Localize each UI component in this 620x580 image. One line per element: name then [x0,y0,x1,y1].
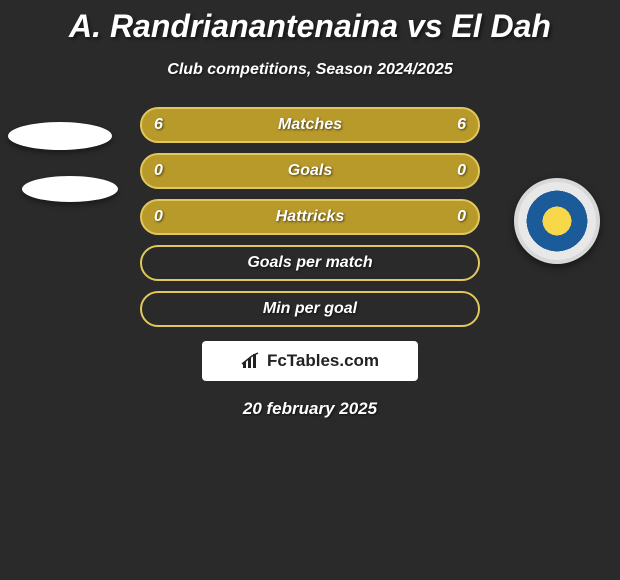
stat-label: Hattricks [276,208,344,226]
stat-label: Goals per match [247,254,372,272]
fctables-watermark: FcTables.com [202,341,418,381]
stat-row: 0 Goals 0 [140,153,480,189]
stat-row: Min per goal [140,291,480,327]
stat-row: Goals per match [140,245,480,281]
club-crest-icon [514,178,600,264]
stat-row: 0 Hattricks 0 [140,199,480,235]
stat-label: Matches [278,116,342,134]
stat-row: 6 Matches 6 [140,107,480,143]
stat-value-left: 0 [154,208,163,226]
stat-value-right: 6 [457,116,466,134]
player-left-avatar-placeholder-2 [22,176,118,202]
snapshot-date: 20 february 2025 [0,399,620,419]
stat-value-right: 0 [457,208,466,226]
fctables-label: FcTables.com [267,351,379,371]
page-title: A. Randrianantenaina vs El Dah [0,0,620,45]
stat-value-left: 0 [154,162,163,180]
stat-label: Goals [288,162,332,180]
stat-value-right: 0 [457,162,466,180]
stat-value-left: 6 [154,116,163,134]
page-subtitle: Club competitions, Season 2024/2025 [0,61,620,79]
stat-label: Min per goal [263,300,357,318]
bar-chart-icon [241,352,263,370]
player-left-avatar-placeholder-1 [8,122,112,150]
